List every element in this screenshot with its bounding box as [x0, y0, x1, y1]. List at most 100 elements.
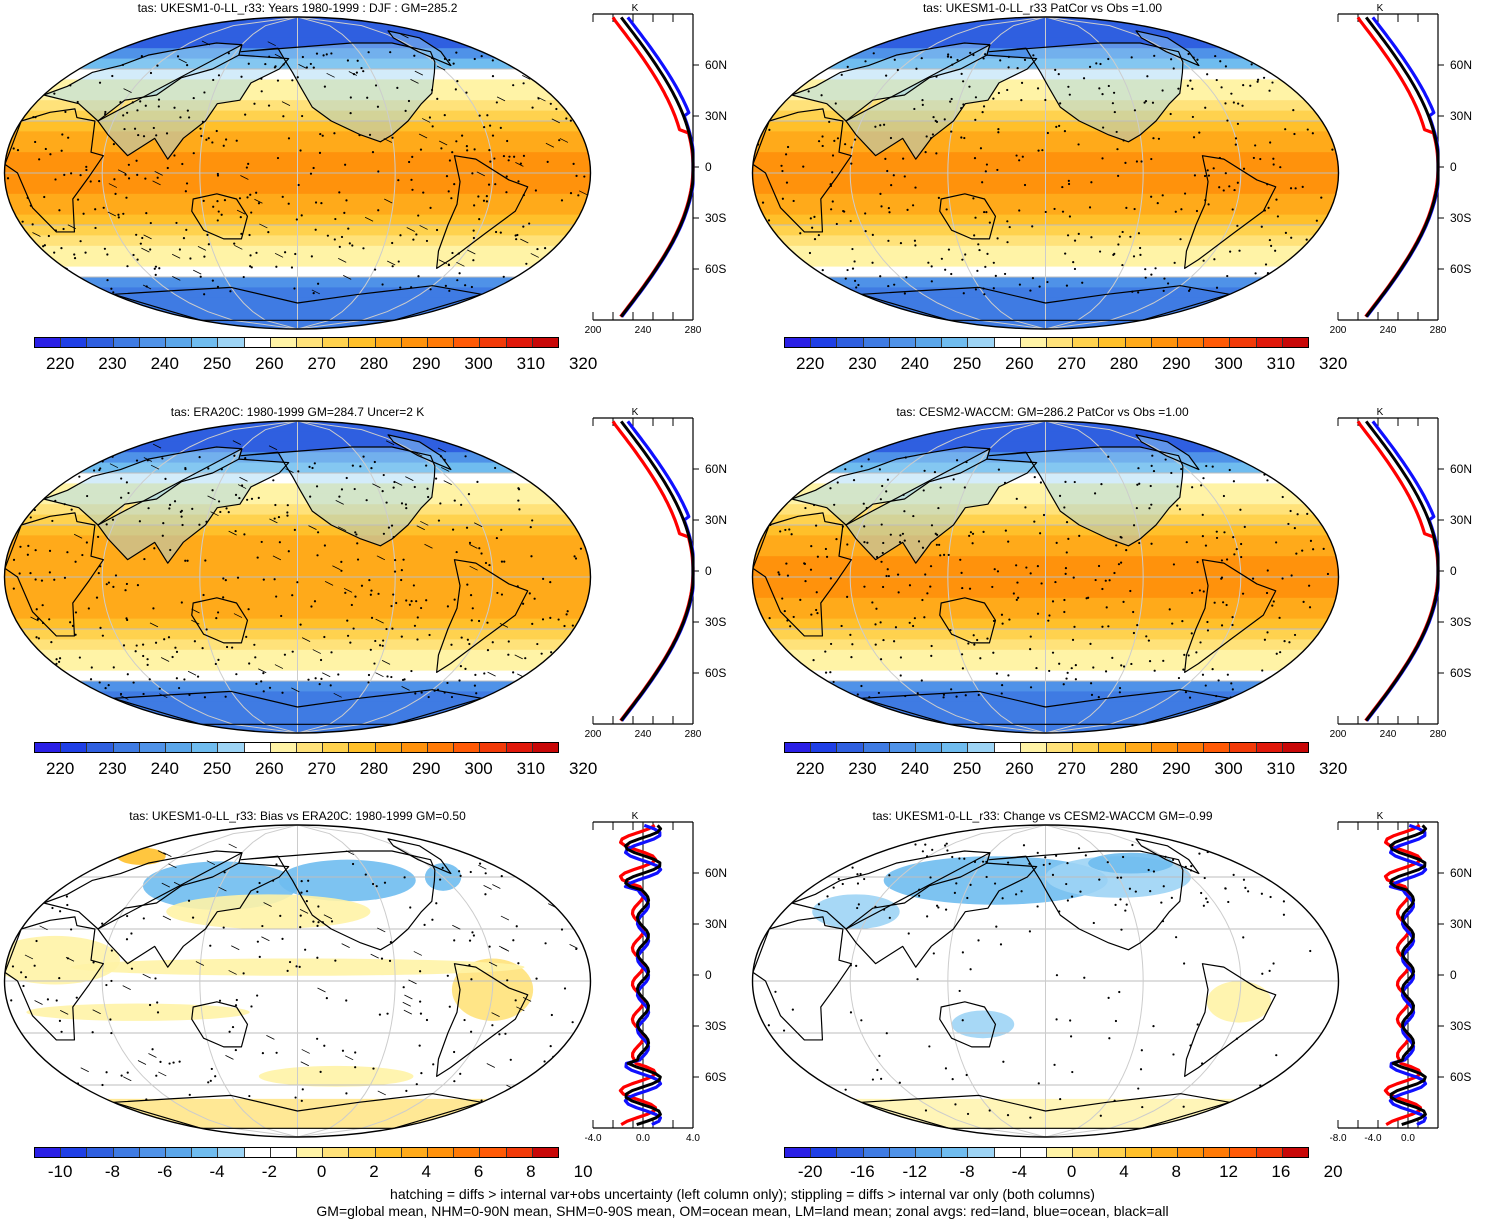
stipple-dot	[1048, 614, 1051, 617]
stipple-dot	[326, 234, 329, 237]
stipple-dot	[136, 109, 139, 112]
stipple-dot	[310, 605, 313, 608]
stipple-dot	[1196, 1023, 1199, 1026]
stipple-dot	[218, 999, 222, 1002]
stipple-dot	[1213, 258, 1216, 261]
stipple-dot	[192, 152, 195, 155]
stipple-dot	[234, 1048, 237, 1052]
stipple-dot	[470, 978, 473, 981]
stipple-dot	[1007, 540, 1010, 543]
coastline-namerica	[988, 42, 1184, 143]
stipple-dot	[192, 96, 195, 100]
zonal-x-label: -8.0	[1330, 1133, 1347, 1144]
stipple-dot	[963, 136, 966, 140]
hatch-mark	[323, 914, 333, 920]
stipple-dot	[114, 574, 118, 577]
stipple-dot	[1002, 1060, 1005, 1063]
stipple-dot	[1122, 665, 1126, 668]
stipple-dot	[466, 583, 469, 586]
stipple-dot	[345, 476, 348, 480]
colorbar-swatch	[1020, 743, 1048, 752]
stipple-dot	[1256, 78, 1260, 81]
stipple-dot	[867, 458, 870, 461]
stipple-dot	[478, 114, 481, 117]
stipple-dot	[500, 560, 504, 563]
coastline-namerica	[988, 446, 1184, 547]
stipple-dot	[353, 487, 356, 491]
stipple-dot	[1292, 109, 1295, 112]
stipple-dot	[65, 895, 68, 898]
stipple-dot	[1113, 252, 1116, 255]
stipple-dot	[531, 622, 534, 625]
stipple-dot	[563, 624, 566, 628]
hatch-mark	[30, 616, 39, 622]
colorbar-tick-label: 310	[1266, 759, 1296, 778]
stipple-dot	[924, 151, 927, 154]
stipple-dot	[944, 1067, 948, 1070]
stipple-dot	[300, 880, 303, 883]
stipple-dot	[929, 585, 932, 588]
hatch-mark	[452, 924, 461, 930]
stipple-dot	[916, 692, 919, 695]
stipple-dot	[432, 1063, 435, 1066]
stipple-dot	[250, 211, 253, 214]
hatch-mark	[469, 544, 478, 549]
stipple-dot	[968, 85, 971, 88]
stipple-dot	[850, 146, 853, 149]
stipple-dot	[1181, 620, 1184, 623]
stipple-dot	[1063, 610, 1066, 614]
stipple-dot	[185, 182, 189, 185]
stipple-dot	[871, 233, 874, 236]
stipple-dot	[809, 568, 813, 571]
stipple-dot	[1198, 131, 1201, 134]
stipple-dot	[856, 693, 859, 696]
stipple-dot	[1283, 640, 1286, 643]
stipple-dot	[238, 197, 242, 200]
stipple-dot	[528, 592, 531, 595]
stipple-dot	[260, 540, 263, 544]
hatch-mark	[416, 525, 425, 531]
stipple-dot	[1000, 692, 1003, 695]
stipple-dot	[982, 530, 985, 533]
stipple-dot	[1053, 1063, 1056, 1066]
stipple-dot	[225, 138, 228, 141]
stipple-dot	[1202, 590, 1205, 593]
stipple-dot	[261, 1052, 264, 1055]
stipple-dot	[460, 636, 463, 639]
stipple-dot	[143, 557, 146, 561]
hatch-mark	[65, 956, 75, 962]
stipple-dot	[207, 467, 210, 470]
stipple-dot	[826, 895, 829, 898]
colorbar-swatch	[87, 1148, 114, 1157]
stipple-dot	[1203, 174, 1207, 178]
colorbar-swatch	[1047, 743, 1074, 752]
colorbar-swatch	[166, 743, 193, 752]
stipple-dot	[1132, 610, 1135, 614]
stipple-dot	[517, 499, 520, 502]
stipple-dot	[1065, 284, 1069, 287]
stipple-dot	[482, 199, 486, 202]
stipple-dot	[779, 530, 782, 533]
stipple-dot	[158, 267, 161, 270]
stipple-dot	[1057, 73, 1060, 76]
stipple-dot	[885, 574, 888, 578]
stipple-dot	[1024, 506, 1027, 509]
stipple-dot	[1097, 696, 1100, 699]
stipple-dot	[898, 541, 902, 544]
stipple-dot	[846, 543, 849, 546]
hatch-mark	[228, 530, 237, 536]
stipple-dot	[1226, 558, 1229, 561]
stipple-dot	[1067, 537, 1070, 540]
colorbar-swatch	[454, 1148, 481, 1157]
stipple-dot	[145, 212, 148, 215]
colorbar-tick-label: 0	[1066, 1162, 1077, 1181]
stipple-dot	[98, 681, 101, 684]
hatch-mark	[161, 882, 170, 888]
colorbar-tick-label: 290	[412, 354, 441, 373]
stipple-dot	[866, 541, 869, 544]
colorbar-abs	[34, 337, 559, 348]
hatch-mark	[377, 1090, 386, 1096]
stipple-dot	[321, 134, 324, 137]
stipple-dot	[404, 503, 408, 506]
stipple-dot	[277, 515, 281, 519]
